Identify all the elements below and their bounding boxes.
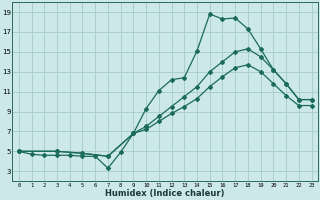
X-axis label: Humidex (Indice chaleur): Humidex (Indice chaleur) <box>106 189 225 198</box>
